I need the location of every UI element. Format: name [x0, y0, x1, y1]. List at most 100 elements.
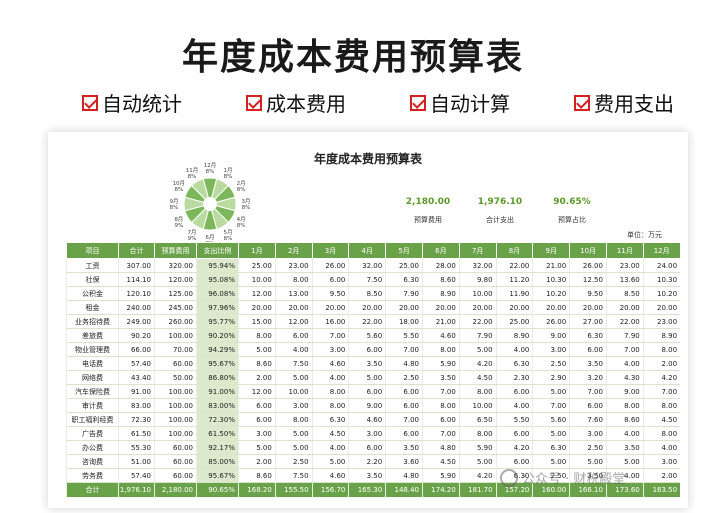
- value-cell: 5.00: [274, 370, 313, 385]
- table-row: 社保 114.10 120.00 95.08% 10.00 8.00 6.00 7.50 6.3…: [66, 272, 681, 287]
- value-cell: 3.00: [642, 454, 681, 469]
- value-cell: 91.00: [118, 384, 155, 399]
- value-cell: 320.00: [154, 258, 197, 273]
- value-cell: 20.00: [311, 300, 349, 315]
- value-cell: 20.00: [569, 300, 607, 315]
- value-cell: 12.50: [569, 272, 607, 287]
- wechat-logo-icon: [500, 468, 518, 487]
- value-cell: 5.00: [458, 342, 497, 357]
- value-cell: 60.00: [154, 454, 197, 469]
- value-cell: 8.00: [311, 384, 349, 399]
- value-cell: 10.00: [274, 384, 313, 399]
- value-cell: 22.00: [605, 314, 644, 329]
- pie-label: 10月: [173, 180, 186, 187]
- value-cell: 10.30: [642, 272, 681, 287]
- value-cell: 2.00: [238, 370, 276, 385]
- value-cell: 6.00: [274, 328, 313, 343]
- table-row: 办公费 55.30 60.00 92.17% 5.00 5.00 4.00 6.00 3.50 4…: [66, 440, 681, 455]
- item-name-cell: 汽车保险费: [66, 384, 119, 399]
- value-cell: 4.80: [385, 468, 423, 483]
- value-cell: 10.00: [458, 398, 497, 413]
- value-cell: 5.00: [532, 426, 570, 441]
- value-cell: 43.40: [118, 370, 155, 385]
- item-name-cell: 工资: [66, 258, 119, 273]
- total-value-cell: 165.30: [348, 482, 386, 497]
- value-cell: 6.00: [385, 398, 423, 413]
- value-cell: 6.00: [311, 272, 349, 287]
- value-cell: 125.00: [154, 286, 197, 301]
- pie-percent: 8%: [224, 236, 233, 242]
- value-cell: 6.30: [385, 272, 423, 287]
- total-value-cell: 90.65%: [196, 482, 239, 497]
- value-cell: 5.90: [421, 356, 460, 371]
- value-cell: 307.00: [118, 258, 155, 273]
- value-cell: 3.00: [569, 426, 607, 441]
- value-cell: 5.90: [458, 440, 497, 455]
- watermark-text: 公众号 · 财税殿堂: [522, 472, 626, 487]
- value-cell: 5.00: [311, 454, 349, 469]
- column-header: 4月: [348, 242, 387, 259]
- table-row: 公积金 120.10 125.00 96.08% 12.00 13.00 9.50 8.50 7…: [66, 286, 681, 301]
- value-cell: 6.00: [569, 398, 607, 413]
- value-cell: 10.20: [532, 286, 570, 301]
- value-cell: 20.00: [495, 300, 533, 315]
- kpi-value: 2,180.00: [405, 197, 451, 207]
- item-name-cell: 业务招待费: [66, 314, 119, 329]
- value-cell: 4.00: [642, 440, 681, 455]
- value-cell: 8.00: [605, 398, 644, 413]
- value-cell: 12.00: [238, 384, 276, 399]
- pie-label: 6月: [206, 234, 215, 241]
- ratio-cell: 85.00%: [196, 454, 239, 469]
- value-cell: 5.90: [421, 468, 460, 483]
- ratio-cell: 72.30%: [196, 412, 239, 427]
- feature-label: 自动统计: [102, 92, 182, 116]
- value-cell: 8.60: [605, 412, 644, 427]
- value-cell: 2.20: [348, 454, 386, 469]
- value-cell: 20.00: [605, 300, 644, 315]
- value-cell: 8.00: [642, 342, 681, 357]
- kpi-value: 1,976.10: [477, 197, 523, 207]
- value-cell: 60.00: [154, 468, 197, 483]
- checkbox-icon: [574, 94, 590, 111]
- value-cell: 6.00: [495, 384, 533, 399]
- value-cell: 5.00: [274, 426, 313, 441]
- pie-label: 1月: [224, 167, 233, 174]
- value-cell: 7.50: [274, 356, 313, 371]
- value-cell: 20.00: [532, 300, 570, 315]
- value-cell: 6.00: [348, 384, 386, 399]
- total-value-cell: 160.00: [532, 482, 570, 497]
- value-cell: 32.00: [348, 258, 386, 273]
- ratio-cell: 94.29%: [196, 342, 239, 357]
- item-name-cell: 审计费: [66, 398, 119, 413]
- unit-label: 单位：万元: [627, 231, 662, 239]
- table-row: 工资 307.00 320.00 95.94% 25.00 23.00 26.00 32.00…: [66, 258, 681, 273]
- value-cell: 4.20: [458, 468, 497, 483]
- value-cell: 3.20: [569, 370, 607, 385]
- value-cell: 21.00: [421, 314, 460, 329]
- value-cell: 5.00: [458, 454, 497, 469]
- value-cell: 4.60: [311, 356, 349, 371]
- value-cell: 9.50: [311, 286, 349, 301]
- ratio-cell: 97.96%: [196, 300, 239, 315]
- feature-list: 自动统计 成本费用 自动计算 费用支出: [0, 88, 706, 118]
- pie-percent: 8%: [242, 205, 251, 211]
- table-row: 汽车保险费 91.00 100.00 91.00% 12.00 10.00 8.00 6.00…: [66, 384, 681, 399]
- column-header: 合计: [118, 242, 155, 259]
- value-cell: 60.00: [154, 440, 197, 455]
- value-cell: 7.60: [569, 412, 607, 427]
- value-cell: 13.00: [274, 286, 313, 301]
- table-row: 咨询费 51.00 60.00 85.00% 2.00 2.50 5.00 2.20 3.60 4…: [66, 454, 681, 469]
- item-name-cell: 网络费: [66, 370, 119, 385]
- value-cell: 12.00: [274, 314, 313, 329]
- value-cell: 5.60: [348, 328, 386, 343]
- value-cell: 3.00: [311, 342, 349, 357]
- ratio-cell: 86.80%: [196, 370, 239, 385]
- value-cell: 2.30: [495, 370, 533, 385]
- value-cell: 90.20: [118, 328, 155, 343]
- value-cell: 3.00: [348, 426, 386, 441]
- budget-table: 项目 合计 预算费用 支出比例 1月 2月 3月 4月 5月 6月 7月 8月 9月 10月 11月 12月 …: [66, 242, 681, 497]
- item-name-cell: 租金: [66, 300, 119, 315]
- table-row: 物业管理费 66.00 70.00 94.29% 5.00 4.00 3.00 6.00 7.0…: [66, 342, 681, 357]
- value-cell: 4.20: [642, 370, 681, 385]
- ratio-cell: 95.67%: [196, 356, 239, 371]
